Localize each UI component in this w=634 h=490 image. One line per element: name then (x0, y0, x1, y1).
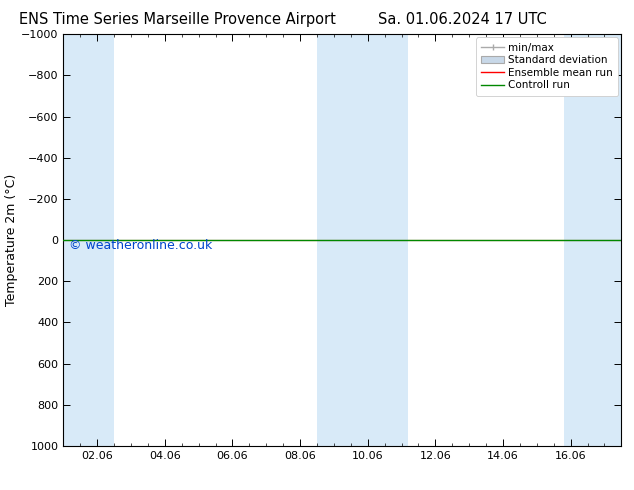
Bar (63, 34, 114, 446)
Bar (564, 34, 621, 446)
Bar (317, 34, 351, 446)
Bar (351, 34, 408, 446)
Text: © weatheronline.co.uk: © weatheronline.co.uk (69, 239, 212, 252)
Y-axis label: Temperature 2m (°C): Temperature 2m (°C) (5, 174, 18, 306)
Text: Sa. 01.06.2024 17 UTC: Sa. 01.06.2024 17 UTC (378, 12, 547, 27)
Text: ENS Time Series Marseille Provence Airport: ENS Time Series Marseille Provence Airpo… (19, 12, 336, 27)
Legend: min/max, Standard deviation, Ensemble mean run, Controll run: min/max, Standard deviation, Ensemble me… (476, 37, 618, 96)
